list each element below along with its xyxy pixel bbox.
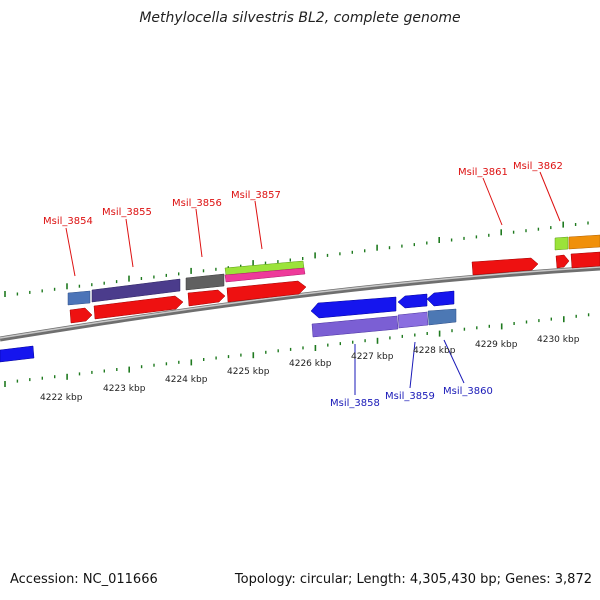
gene-feature-cds[interactable]: [397, 311, 429, 329]
gene-feature-cds[interactable]: [187, 289, 226, 307]
gene-label-msil-3862[interactable]: Msil_3862: [513, 161, 563, 172]
gene-feature-cds[interactable]: [185, 273, 225, 291]
genome-summary-text: Topology: circular; Length: 4,305,430 bp…: [234, 572, 592, 587]
gene-feature-cds[interactable]: [568, 234, 600, 250]
gene-label-msil-3861[interactable]: Msil_3861: [458, 167, 508, 178]
gene-label-msil-3856[interactable]: Msil_3856: [172, 198, 222, 209]
gene-feature-cds[interactable]: [397, 293, 428, 309]
kbp-tick-label: 4229 kbp: [475, 340, 518, 350]
gene-feature-cds[interactable]: [310, 296, 397, 319]
kbp-tick-label: 4228 kbp: [413, 346, 456, 356]
gene-feature-cds[interactable]: [67, 290, 91, 306]
kbp-tick-label: 4224 kbp: [165, 375, 208, 385]
gene-feature-cds[interactable]: [427, 308, 457, 326]
gene-feature-cds[interactable]: [311, 315, 399, 338]
gene-feature-cds[interactable]: [93, 295, 184, 320]
gene-label-msil-3860[interactable]: Msil_3860: [443, 386, 493, 397]
kbp-tick-label: 4230 kbp: [537, 335, 580, 345]
kbp-tick-label: 4225 kbp: [227, 367, 270, 377]
kbp-tick-label: 4227 kbp: [351, 352, 394, 362]
kbp-tick-label: 4223 kbp: [103, 384, 146, 394]
kbp-tick-labels: 4222 kbp 4223 kbp 4224 kbp 4225 kbp 4226…: [40, 335, 580, 403]
gene-feature-cds[interactable]: [471, 257, 539, 276]
gene-feature-cds[interactable]: [426, 290, 455, 307]
gene-feature-cds[interactable]: [0, 345, 35, 363]
gene-feature-cds[interactable]: [554, 236, 569, 251]
gene-feature-cds[interactable]: [91, 278, 181, 303]
gene-label-msil-3855[interactable]: Msil_3855: [102, 207, 152, 218]
gene-feature-cds[interactable]: [555, 254, 570, 269]
forward-strand-genes: [67, 234, 600, 324]
gene-feature-cds[interactable]: [224, 267, 306, 283]
reverse-strand-genes: [0, 290, 457, 363]
kbp-tick-label: 4222 kbp: [40, 393, 83, 403]
gene-label-msil-3859[interactable]: Msil_3859: [385, 391, 435, 402]
gene-label-msil-3858[interactable]: Msil_3858: [330, 398, 380, 409]
label-leader-lines: [65, 171, 561, 395]
map-title: Methylocella silvestris BL2, complete ge…: [139, 10, 461, 26]
lower-tick-ruler: [4, 313, 590, 387]
gene-label-msil-3857[interactable]: Msil_3857: [231, 190, 281, 201]
gene-feature-cds[interactable]: [570, 251, 600, 269]
gene-label-msil-3854[interactable]: Msil_3854: [43, 216, 93, 227]
gene-feature-cds[interactable]: [69, 307, 93, 324]
accession-text: Accession: NC_011666: [10, 572, 158, 587]
upper-tick-ruler: [4, 221, 589, 297]
genome-backbone-highlight: [0, 266, 600, 339]
kbp-tick-label: 4226 kbp: [289, 359, 332, 369]
gene-labels: Msil_3854 Msil_3855 Msil_3856 Msil_3857 …: [43, 161, 563, 409]
genome-backbone: [0, 265, 600, 342]
gene-feature-cds[interactable]: [226, 280, 307, 303]
